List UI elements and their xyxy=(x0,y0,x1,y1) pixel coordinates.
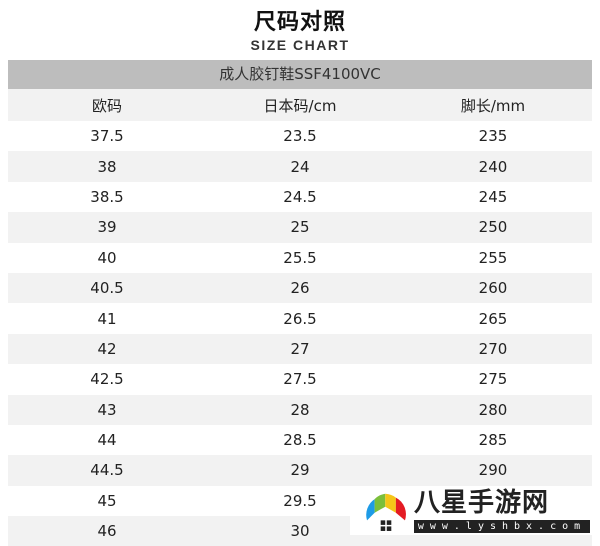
column-header: 脚长/mm xyxy=(460,96,526,115)
watermark: 八星手游网 www.lyshbx.com xyxy=(350,488,600,535)
table-row: 38 24 240 xyxy=(8,151,592,182)
table-cell: 37.5 xyxy=(90,127,124,146)
table-row: 45 29.5 xyxy=(8,486,592,516)
table-row: 43 28 280 xyxy=(8,394,592,425)
table-cell: 26.5 xyxy=(283,309,317,328)
table-cell: 23.5 xyxy=(283,127,317,146)
table-cell: 275 xyxy=(478,370,508,389)
table-cell: 270 xyxy=(478,339,508,358)
table-cell: 28.5 xyxy=(283,431,317,450)
table-cell: 24 xyxy=(290,157,310,176)
table-cell: 260 xyxy=(478,279,508,298)
table-cell: 280 xyxy=(478,400,508,419)
column-header: 日本码/cm xyxy=(263,96,337,115)
table-cell: 44.5 xyxy=(90,461,124,480)
page-subtitle: SIZE CHART xyxy=(250,37,350,53)
table-cell: 27.5 xyxy=(283,370,317,389)
table-cell: 240 xyxy=(478,157,508,176)
table-row: 44.5 29 290 xyxy=(8,455,592,486)
table-cell: 44 xyxy=(97,431,117,450)
table-cell: 42 xyxy=(97,339,117,358)
table-row: 39 25 250 xyxy=(8,212,592,243)
size-chart-table: 成人胶钉鞋SSF4100VC 欧码 日本码/cm 脚长/mm 37.5 23.5 2… xyxy=(8,60,592,546)
table-cell: 235 xyxy=(478,127,508,146)
table-cell: 27 xyxy=(290,339,310,358)
table-cell: 38.5 xyxy=(90,187,124,206)
table-row: 44 28.5 285 xyxy=(8,425,592,455)
table-row: 42 27 270 xyxy=(8,333,592,365)
table-cell: 28 xyxy=(290,400,310,419)
table-cell: 40.5 xyxy=(90,279,124,298)
table-row: 41 26.5 265 xyxy=(8,303,592,333)
table-cell: 25 xyxy=(290,218,310,237)
table-cell: 25.5 xyxy=(283,248,317,267)
table-row: 37.5 23.5 235 xyxy=(8,121,592,151)
table-cell: 24.5 xyxy=(283,187,317,206)
table-row: 40 25.5 255 xyxy=(8,243,592,273)
house-logo-icon xyxy=(366,493,406,531)
table-cell: 41 xyxy=(97,309,117,328)
table-cell: 39 xyxy=(97,218,117,237)
table-cell: 38 xyxy=(97,157,117,176)
table-cell: 26 xyxy=(290,279,310,298)
product-name-header: 成人胶钉鞋SSF4100VC xyxy=(8,60,592,89)
table-row: 40.5 26 260 xyxy=(8,272,592,304)
table-cell: 265 xyxy=(478,309,508,328)
table-cell: 29 xyxy=(290,461,310,480)
table-row: 42.5 27.5 275 xyxy=(8,364,592,394)
watermark-name: 八星手游网 xyxy=(414,488,550,518)
table-row: 38.5 24.5 245 xyxy=(8,182,592,212)
table-cell: 43 xyxy=(97,400,117,419)
table-cell: 255 xyxy=(478,248,508,267)
table-cell: 290 xyxy=(478,461,508,480)
table-cell: 46 xyxy=(97,522,117,541)
watermark-url: www.lyshbx.com xyxy=(414,520,590,533)
table-cell: 250 xyxy=(478,218,508,237)
column-header-row: 欧码 日本码/cm 脚长/mm xyxy=(8,89,592,121)
table-cell: 45 xyxy=(97,491,117,510)
column-header: 欧码 xyxy=(91,96,122,115)
table-cell: 245 xyxy=(478,187,508,206)
table-cell: 29.5 xyxy=(283,491,317,510)
table-cell: 285 xyxy=(478,431,508,450)
table-cell: 42.5 xyxy=(90,370,124,389)
page-title: 尺码对照 xyxy=(253,10,346,35)
table-cell: 40 xyxy=(97,248,117,267)
